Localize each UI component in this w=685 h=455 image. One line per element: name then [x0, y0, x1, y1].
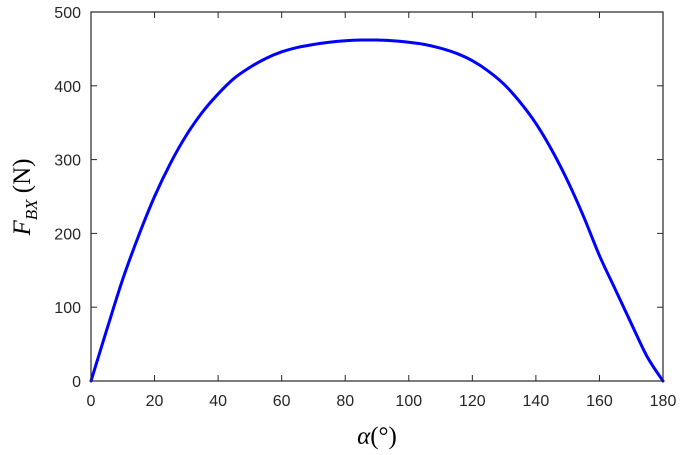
x-tick-label: 0 [87, 393, 96, 410]
x-axis-title: α(°) [357, 423, 397, 450]
y-axis-symbol: F [9, 220, 36, 237]
x-tick-label: 140 [523, 393, 550, 410]
x-tick-label: 60 [273, 393, 291, 410]
x-tick-label: 40 [209, 393, 227, 410]
y-tick-label: 400 [54, 79, 81, 96]
plot-area [91, 12, 663, 381]
y-axis-unit: (N) [9, 158, 36, 199]
x-tick-label: 180 [650, 393, 677, 410]
y-tick-label: 200 [54, 226, 81, 243]
x-tick-label: 160 [586, 393, 613, 410]
series-layer [89, 38, 665, 383]
series-line-0 [89, 38, 665, 383]
x-axis-symbol: α [357, 423, 371, 450]
y-axis-subscript: BX [22, 199, 41, 220]
plot-box [90, 11, 664, 382]
x-tick-label: 20 [146, 393, 164, 410]
y-tick-label: 500 [54, 5, 81, 22]
y-tick-label: 0 [72, 374, 81, 391]
x-tick-label: 80 [336, 393, 354, 410]
x-tick-label: 100 [395, 393, 422, 410]
x-axis-ticks: 0 20 40 60 80 100 120 140 160 180 [87, 12, 677, 410]
y-axis-ticks: 0 100 200 300 400 500 [54, 5, 663, 391]
x-tick-label: 120 [459, 393, 486, 410]
x-axis-unit: (°) [370, 423, 397, 450]
y-tick-label: 100 [54, 300, 81, 317]
y-tick-label: 300 [54, 153, 81, 170]
y-axis-title: FBX (N) [9, 158, 41, 236]
